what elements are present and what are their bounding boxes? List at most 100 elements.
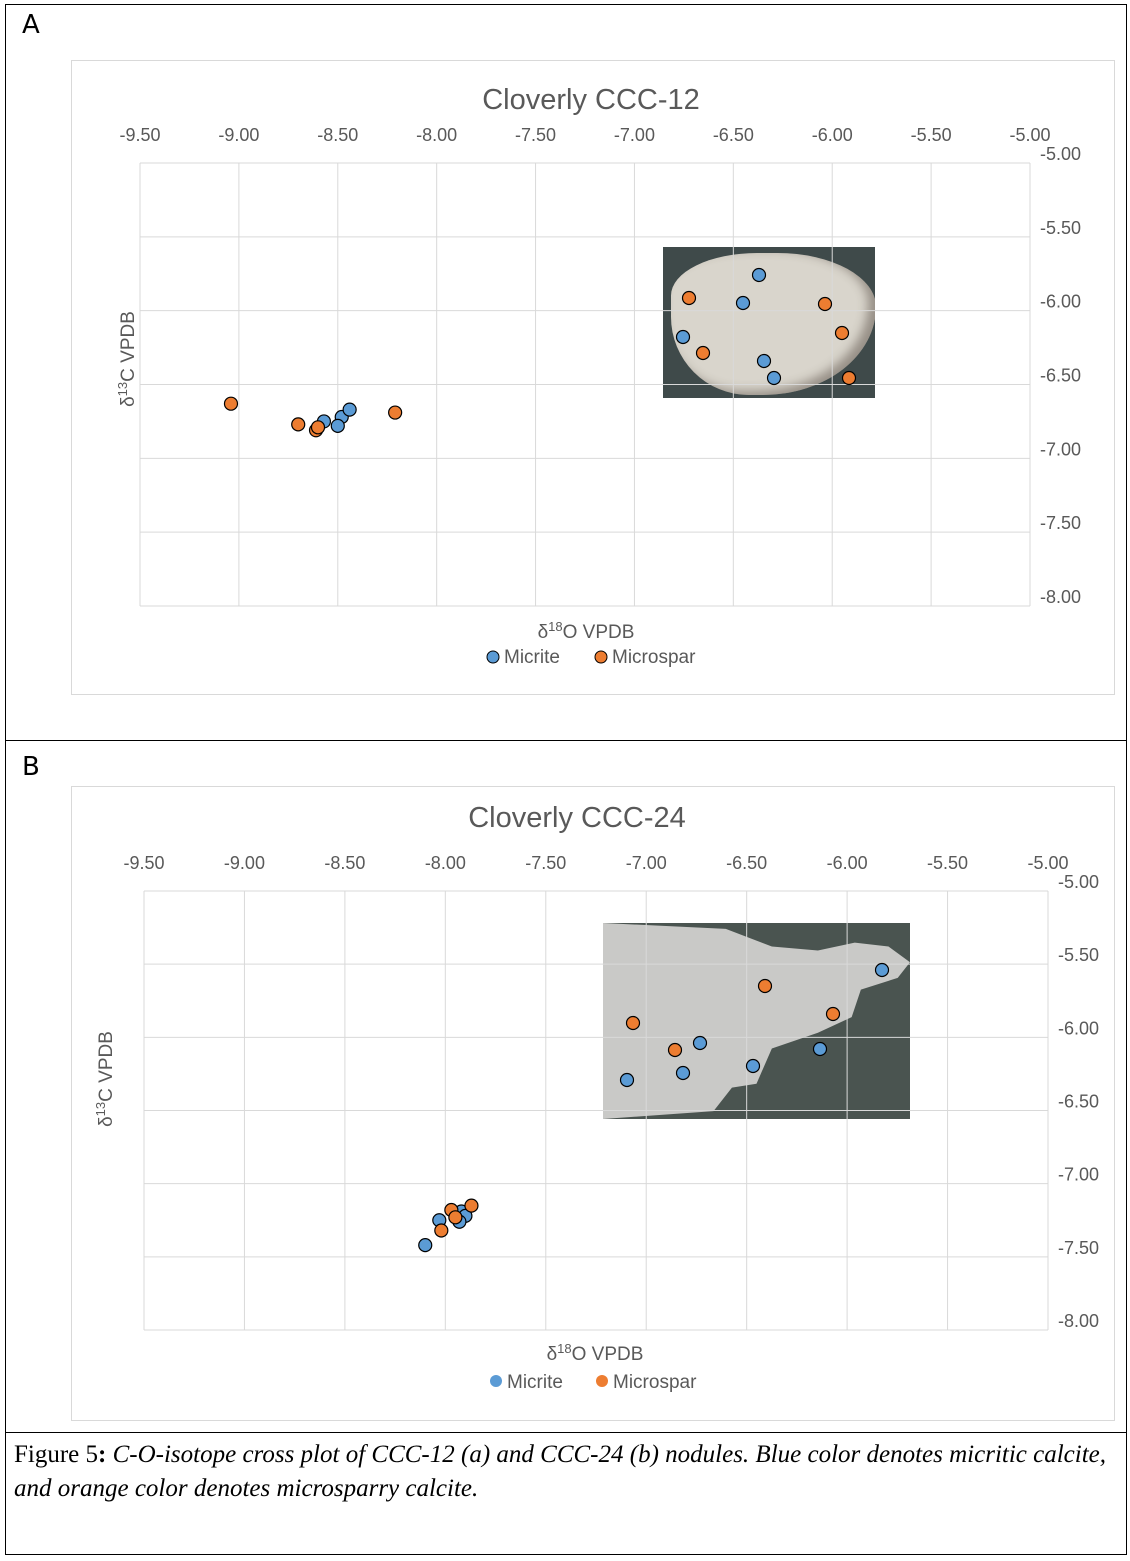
chart-b-y-ticks: -5.00 -5.50 -6.00 -6.50 -7.00 -7.50 -8.00 [1058,872,1099,1331]
legend-a-micrite-label: Micrite [504,647,560,668]
chart-b-x-tick-2: -8.50 [324,853,365,873]
chart-b-point-microspar-0 [434,1223,449,1238]
chart-b: Cloverly CCC-24 -9.50 -9.00 -8.50 -8.00 -7.5… [71,786,1115,1421]
chart-b-point-micrite-0 [418,1238,433,1253]
chart-a-x-tick-2: -8.50 [317,125,358,145]
legend-a-microspar-label: Microspar [612,647,696,668]
inset-b-sample-spot-0 [874,962,890,978]
chart-a: Cloverly CCC-12 -9.50 -9.00 -8.50 -8.00 -7.5… [71,60,1115,695]
chart-b-x-tick-6: -6.50 [726,853,767,873]
inset-a-sample-spot-5 [695,345,711,361]
chart-b-y-tick-0: -5.00 [1058,872,1099,892]
panel-letter-a: A [22,10,40,40]
chart-b-y-tick-2: -6.00 [1058,1018,1099,1038]
chart-a-xlabel: δ18O VPDB [538,619,635,643]
chart-a-x-tick-6: -6.50 [713,125,754,145]
inset-b-sample-spot-2 [825,1006,841,1022]
chart-a-y-ticks: -5.00 -5.50 -6.00 -6.50 -7.00 -7.50 -8.00 [1040,144,1081,607]
chart-a-y-tick-3: -6.50 [1040,366,1081,386]
chart-b-x-tick-5: -7.00 [626,853,667,873]
legend-b-micrite-marker [490,1375,502,1387]
chart-a-x-ticks: -9.50 -9.00 -8.50 -8.00 -7.50 -7.00 -6.50 -6.00… [119,125,1050,145]
chart-a-y-tick-4: -7.00 [1040,439,1081,459]
chart-a-y-tick-6: -8.00 [1040,587,1081,607]
chart-b-point-microspar-2 [448,1210,463,1225]
chart-a-y-tick-1: -5.50 [1040,218,1081,238]
chart-b-x-tick-9: -5.00 [1027,853,1068,873]
chart-b-y-tick-5: -7.50 [1058,1238,1099,1258]
inset-b-sample-spot-7 [619,1072,635,1088]
chart-a-y-tick-5: -7.50 [1040,513,1081,533]
chart-a-inset-markers [675,267,857,386]
inset-b-sample-spot-6 [812,1041,828,1057]
chart-b-ylabel: δ13C VPDB [93,1031,117,1127]
chart-a-x-tick-1: -9.00 [218,125,259,145]
inset-b-sample-spot-5 [667,1042,683,1058]
chart-a-gridlines [139,162,1031,607]
inset-a-sample-spot-1 [681,290,697,306]
chart-a-x-tick-8: -5.50 [911,125,952,145]
chart-a-point-micrite-3 [342,402,357,417]
nodule-photo-b [603,923,910,1119]
chart-b-y-tick-6: -8.00 [1058,1311,1099,1331]
chart-b-x-tick-0: -9.50 [123,853,164,873]
chart-b-y-tick-1: -5.50 [1058,945,1099,965]
chart-a-point-microspar-3 [310,420,326,435]
chart-a-x-tick-7: -6.00 [812,125,853,145]
chart-a-points [223,396,403,438]
chart-b-x-tick-3: -8.00 [425,853,466,873]
chart-b-legend: Micrite Microspar [490,1372,697,1393]
chart-a-x-tick-0: -9.50 [119,125,160,145]
chart-b-point-microspar-3 [464,1198,479,1213]
inset-a-sample-spot-4 [675,329,691,345]
chart-a-title: Cloverly CCC-12 [482,84,700,116]
chart-a-ylabel: δ13C VPDB [115,311,139,407]
inset-b-sample-spot-4 [692,1035,708,1051]
figure-frame [5,4,1127,1555]
chart-a-y-tick-2: -6.00 [1040,292,1081,312]
inset-b-sample-spot-9 [745,1058,761,1074]
legend-b-micrite-label: Micrite [507,1372,563,1393]
inset-a-sample-spot-0 [751,267,767,283]
caption-divider [5,1432,1127,1433]
chart-a-x-tick-4: -7.50 [515,125,556,145]
chart-a-point-microspar-4 [388,405,403,420]
chart-b-title: Cloverly CCC-24 [468,802,686,834]
panel-divider [5,740,1127,741]
chart-a-point-micrite-2 [330,418,345,433]
chart-a-point-microspar-0 [223,396,239,411]
chart-b-xlabel: δ18O VPDB [547,1341,644,1365]
chart-b-x-tick-1: -9.00 [224,853,265,873]
chart-a-x-tick-3: -8.00 [416,125,457,145]
caption-text: C-O-isotope cross plot of CCC-12 (a) and… [14,1441,1107,1502]
chart-b-x-ticks: -9.50 -9.00 -8.50 -8.00 -7.50 -7.00 -6.50 -6.00… [123,853,1068,873]
chart-a-point-microspar-1 [291,417,306,432]
inset-b-sample-spot-3 [625,1015,641,1031]
chart-a-y-tick-0: -5.00 [1040,144,1081,164]
inset-a-sample-spot-6 [834,325,850,341]
figure-caption: Figure 5: C-O-isotope cross plot of CCC-… [14,1438,1114,1506]
chart-b-inset-markers [619,962,890,1088]
chart-b-x-tick-7: -6.00 [827,853,868,873]
inset-a-sample-spot-3 [817,296,833,312]
legend-a-micrite-marker [486,650,500,664]
inset-a-sample-spot-9 [841,370,857,386]
inset-a-sample-spot-7 [756,353,772,369]
caption-colon: : [98,1441,107,1468]
legend-b-microspar-label: Microspar [613,1372,697,1393]
legend-b-microspar-marker [596,1375,608,1387]
panel-letter-b: B [22,752,40,782]
chart-b-y-tick-4: -7.00 [1058,1165,1099,1185]
chart-b-points [418,1198,479,1253]
inset-b-sample-spot-8 [675,1065,691,1081]
chart-b-y-tick-3: -6.50 [1058,1092,1099,1112]
chart-a-x-tick-9: -5.00 [1009,125,1050,145]
chart-a-svg: Cloverly CCC-12 -9.50 -9.00 -8.50 -8.00 -7.5… [115,84,1081,668]
chart-b-x-tick-4: -7.50 [525,853,566,873]
inset-b-sample-spot-1 [757,978,773,994]
inset-a-sample-spot-8 [766,370,782,386]
chart-a-legend: Micrite Microspar [486,647,696,668]
inset-a-sample-spot-2 [735,295,751,311]
legend-a-microspar-marker [594,650,608,664]
chart-a-x-tick-5: -7.00 [614,125,655,145]
